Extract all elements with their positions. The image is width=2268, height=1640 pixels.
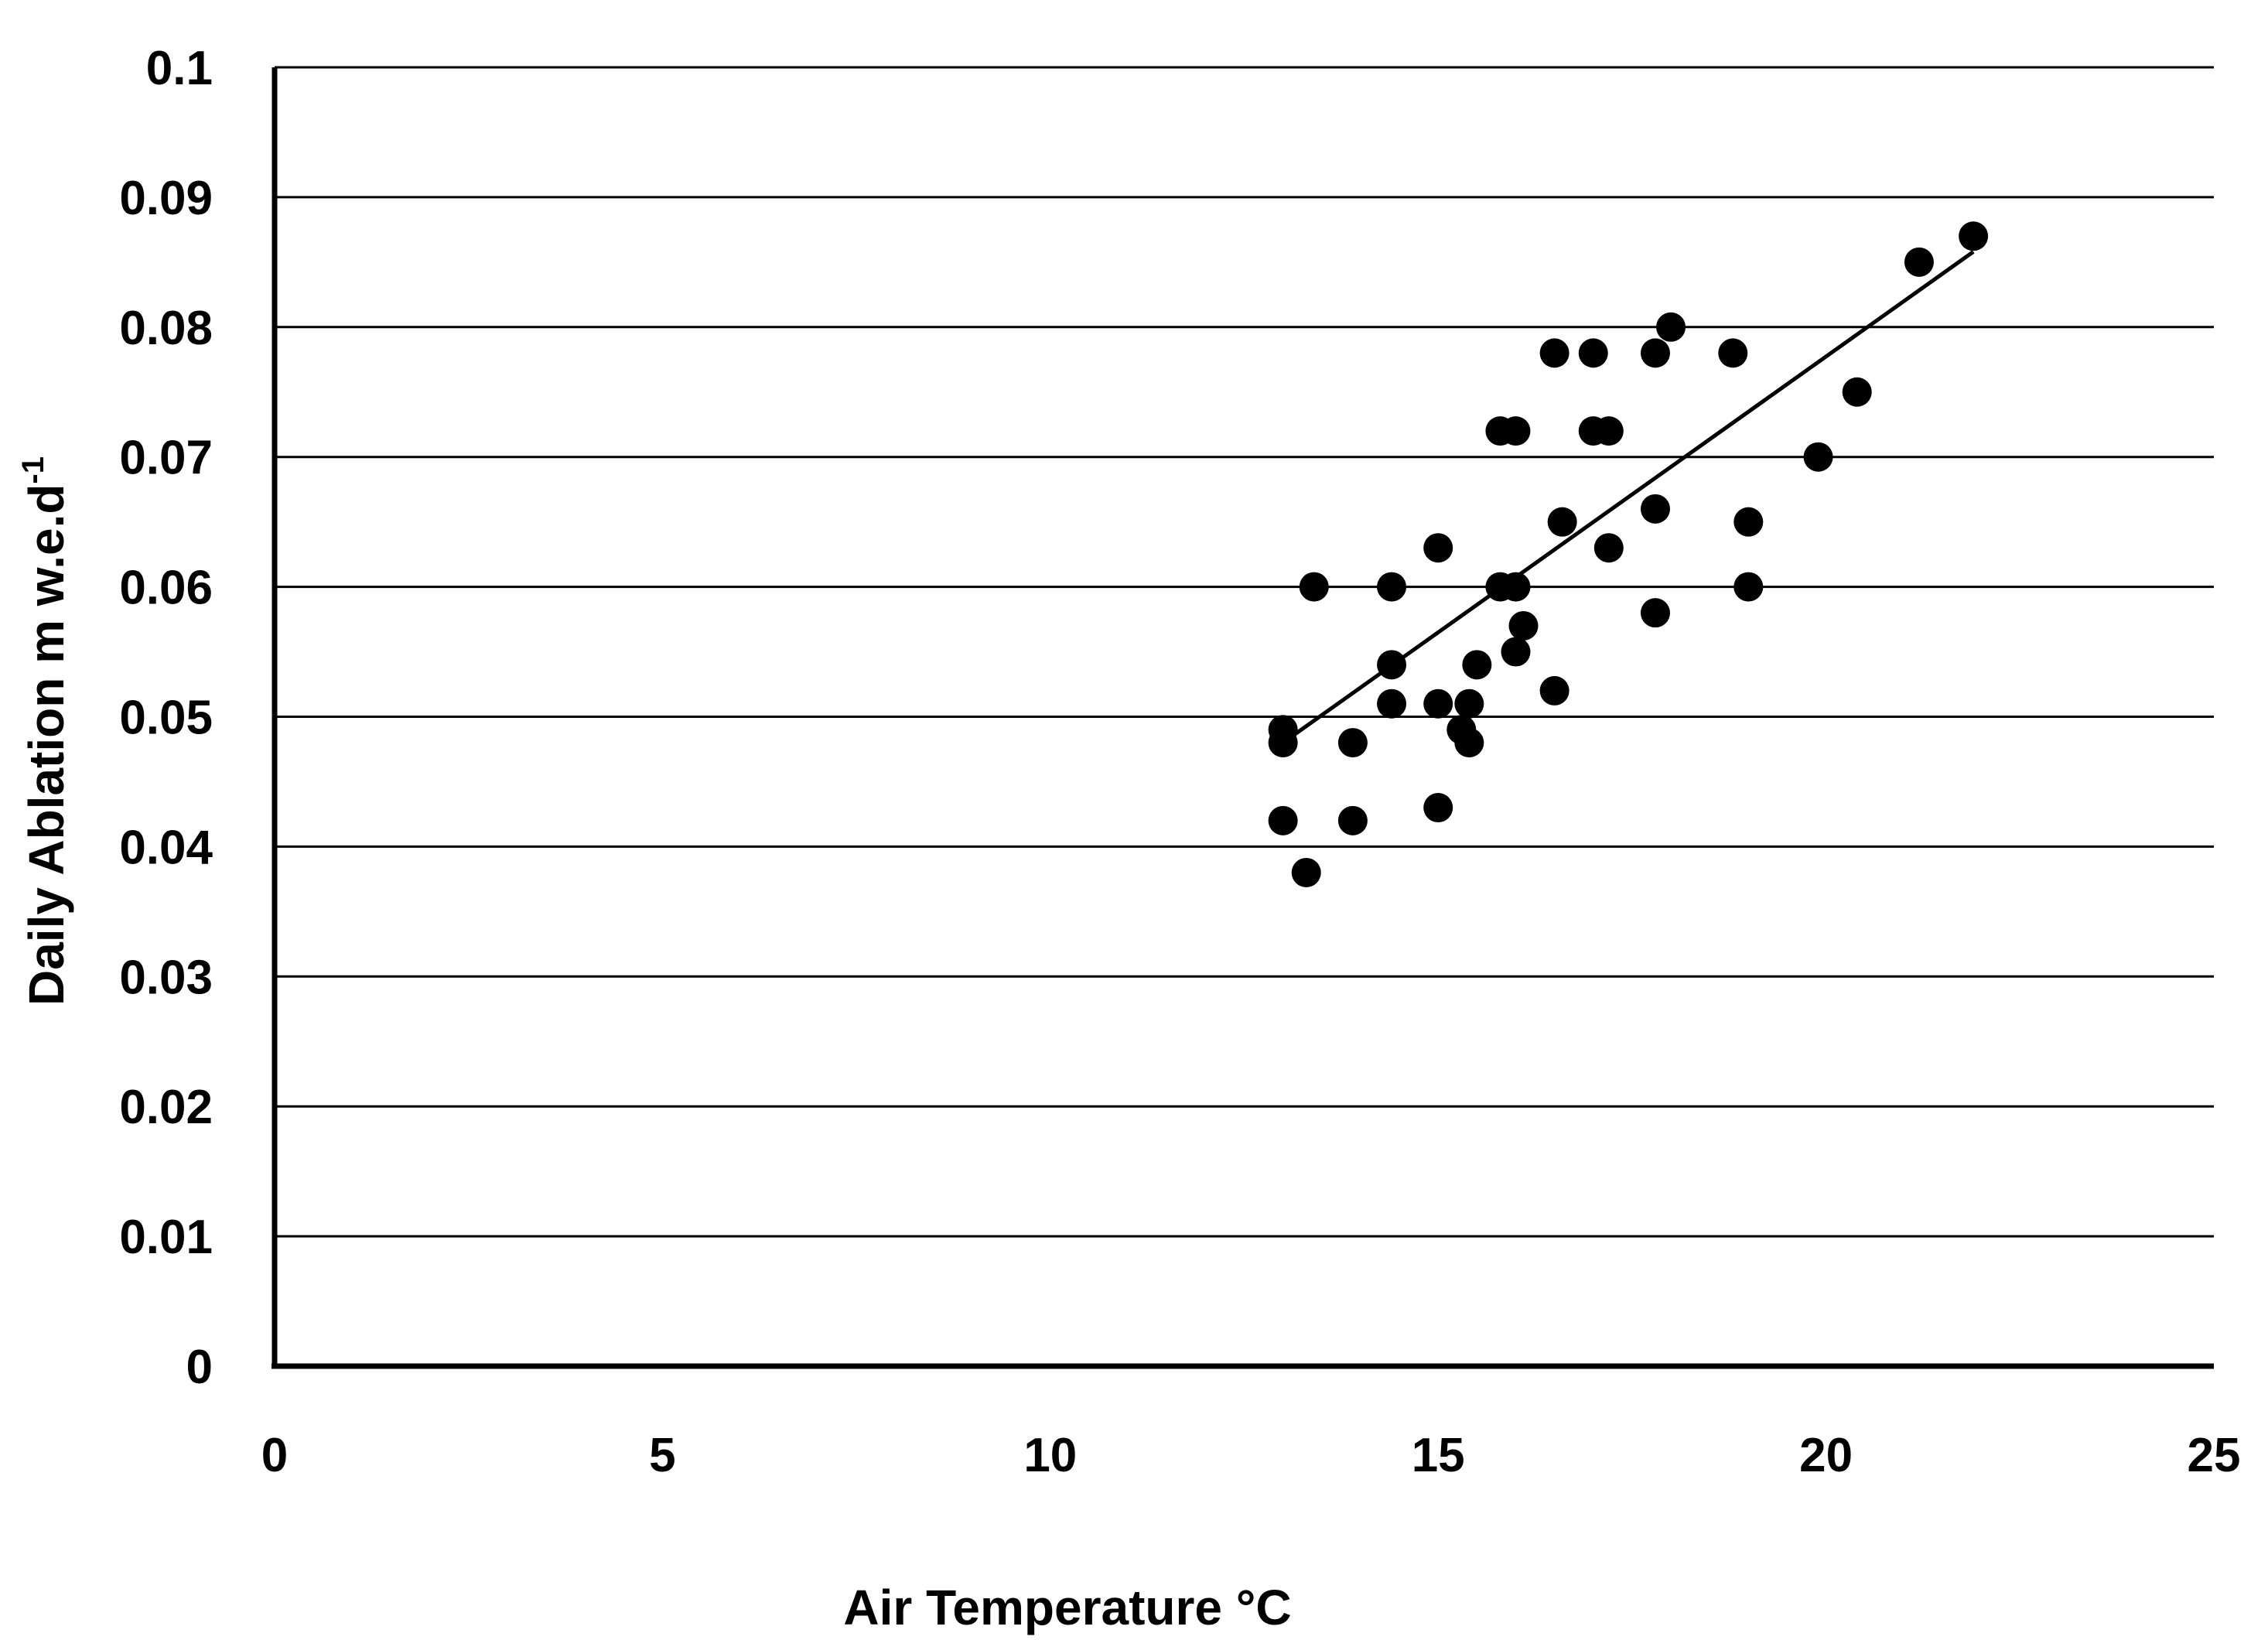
y-tick-label: 0.07	[119, 432, 213, 485]
y-axis-title-main: Daily Ablation m w.e.d	[19, 484, 74, 1006]
data-point	[1593, 533, 1624, 563]
y-tick-label: 0.03	[119, 951, 213, 1004]
data-point	[1640, 494, 1670, 524]
data-point	[1547, 507, 1577, 537]
x-tick-label: 20	[1799, 1429, 1853, 1482]
data-point	[1268, 728, 1298, 758]
data-point	[1733, 572, 1764, 602]
y-tick-label: 0.01	[119, 1211, 213, 1264]
data-point	[1904, 247, 1934, 277]
x-tick-label: 25	[2188, 1429, 2241, 1482]
data-point	[1291, 857, 1321, 887]
data-point	[1593, 416, 1624, 446]
axes	[272, 67, 2214, 1369]
data-point	[1423, 793, 1453, 823]
x-tick-label: 10	[1023, 1429, 1077, 1482]
y-tick-label: 0.02	[119, 1081, 213, 1134]
data-points	[1268, 221, 1989, 887]
data-point	[1377, 650, 1407, 680]
y-axis-title-superscript: -1	[16, 456, 50, 484]
y-tick-label: 0.09	[119, 172, 213, 225]
data-point	[1268, 805, 1298, 835]
data-point	[1501, 637, 1531, 667]
data-point	[1539, 675, 1569, 706]
data-point	[1640, 598, 1670, 628]
data-point	[1423, 688, 1453, 719]
x-tick-label: 0	[261, 1429, 288, 1482]
y-tick-label: 0.04	[119, 821, 213, 874]
data-point	[1842, 377, 1872, 407]
data-point	[1501, 572, 1531, 602]
data-point	[1733, 507, 1764, 537]
y-tick-labels: 0 0.01 0.02 0.03 0.04 0.05 0.06 0.07 0.08 0.09 0.1	[119, 42, 213, 1394]
y-tick-label: 0.08	[119, 302, 213, 355]
data-point	[1462, 650, 1492, 680]
gridlines	[275, 66, 2214, 1238]
data-point	[1501, 416, 1531, 446]
data-point	[1337, 728, 1368, 758]
y-axis-title: Daily Ablation m w.e.d-1	[16, 456, 74, 1006]
data-point	[1377, 688, 1407, 719]
y-tick-label: 0.06	[119, 562, 213, 615]
x-tick-label: 5	[649, 1429, 675, 1482]
data-point	[1578, 338, 1608, 368]
data-point	[1640, 338, 1670, 368]
data-point	[1454, 728, 1484, 758]
data-point	[1539, 338, 1569, 368]
data-point	[1423, 533, 1453, 563]
data-point	[1803, 442, 1833, 472]
data-point	[1454, 688, 1484, 719]
y-tick-label: 0.05	[119, 692, 213, 745]
data-point	[1718, 338, 1748, 368]
x-tick-labels: 0 5 10 15 20 25	[261, 1429, 2241, 1482]
y-tick-label: 0.1	[146, 42, 213, 95]
data-point	[1959, 221, 1989, 251]
x-axis-title: Air Temperature °C	[843, 1580, 1291, 1635]
data-point	[1299, 572, 1329, 602]
x-tick-label: 15	[1412, 1429, 1465, 1482]
y-tick-label: 0	[186, 1341, 213, 1394]
data-point	[1508, 610, 1539, 641]
data-point	[1656, 312, 1686, 342]
data-point	[1337, 805, 1368, 835]
data-point	[1377, 572, 1407, 602]
